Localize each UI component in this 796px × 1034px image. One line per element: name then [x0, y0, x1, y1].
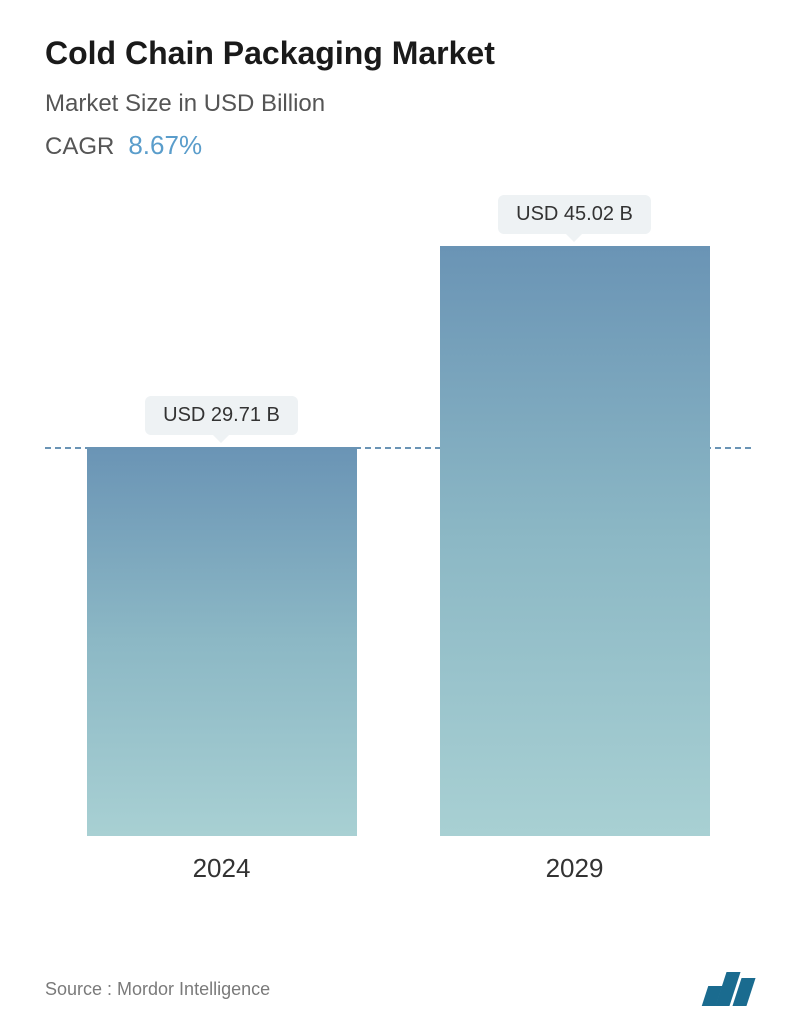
chart-subtitle: Market Size in USD Billion	[45, 90, 751, 118]
bar-0	[87, 447, 357, 836]
cagr-value: 8.67%	[128, 130, 202, 161]
mordor-logo-icon	[705, 972, 751, 1006]
chart-footer: Source : Mordor Intelligence	[45, 972, 751, 1006]
source-attribution: Source : Mordor Intelligence	[45, 979, 270, 1000]
bar-value-label-0: USD 29.71 B	[145, 396, 298, 435]
chart-title: Cold Chain Packaging Market	[45, 35, 751, 72]
chart-area: USD 29.71 B 2024 USD 45.02 B 2029	[45, 186, 751, 886]
cagr-label: CAGR	[45, 133, 114, 161]
cagr-row: CAGR 8.67%	[45, 130, 751, 161]
bar-value-label-1: USD 45.02 B	[498, 195, 651, 234]
bar-group-1: USD 45.02 B 2029	[440, 195, 710, 836]
bar-1	[440, 246, 710, 836]
bar-group-0: USD 29.71 B 2024	[87, 396, 357, 836]
bar-year-label-1: 2029	[546, 853, 604, 884]
bar-year-label-0: 2024	[193, 853, 251, 884]
bars-container: USD 29.71 B 2024 USD 45.02 B 2029	[45, 186, 751, 836]
